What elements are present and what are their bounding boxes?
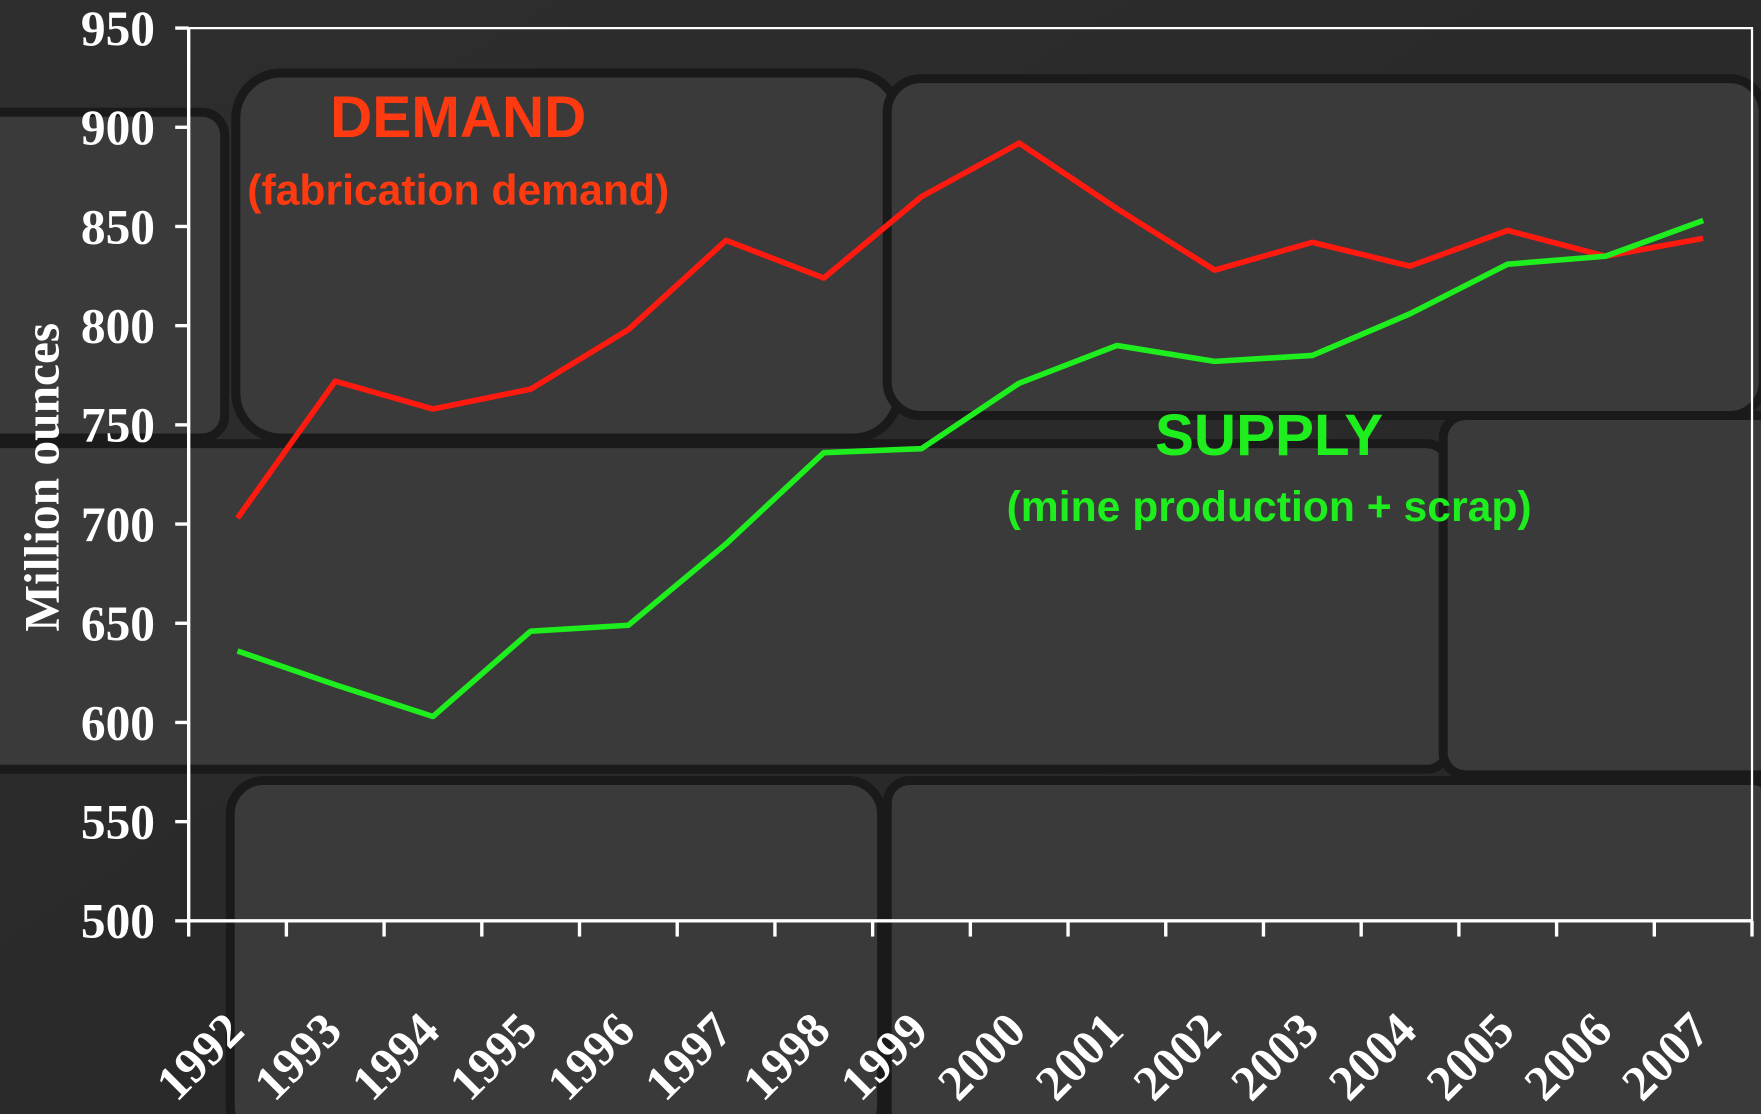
y-axis-label: Million ounces (14, 323, 69, 632)
y-tick-label: 950 (81, 1, 155, 56)
y-tick-label: 750 (81, 398, 155, 453)
annotation: SUPPLY (1155, 403, 1383, 468)
data-line (236, 217, 1705, 720)
data-line (235, 140, 1704, 520)
y-tick-label: 650 (81, 596, 155, 651)
plot-frame (188, 26, 1754, 921)
y-tick-label: 900 (81, 100, 155, 155)
y-tick-label: 500 (81, 894, 155, 949)
bricks (0, 68, 1761, 1114)
annotation: (fabrication demand) (247, 166, 669, 214)
annotation: DEMAND (330, 85, 586, 150)
y-tick-label: 800 (81, 299, 155, 354)
y-tick-label: 700 (81, 497, 155, 552)
y-tick-label: 550 (81, 794, 155, 849)
y-tick-label: 850 (81, 199, 155, 254)
annotation: (mine production + scrap) (1007, 483, 1532, 531)
y-tick-label: 600 (81, 695, 155, 750)
